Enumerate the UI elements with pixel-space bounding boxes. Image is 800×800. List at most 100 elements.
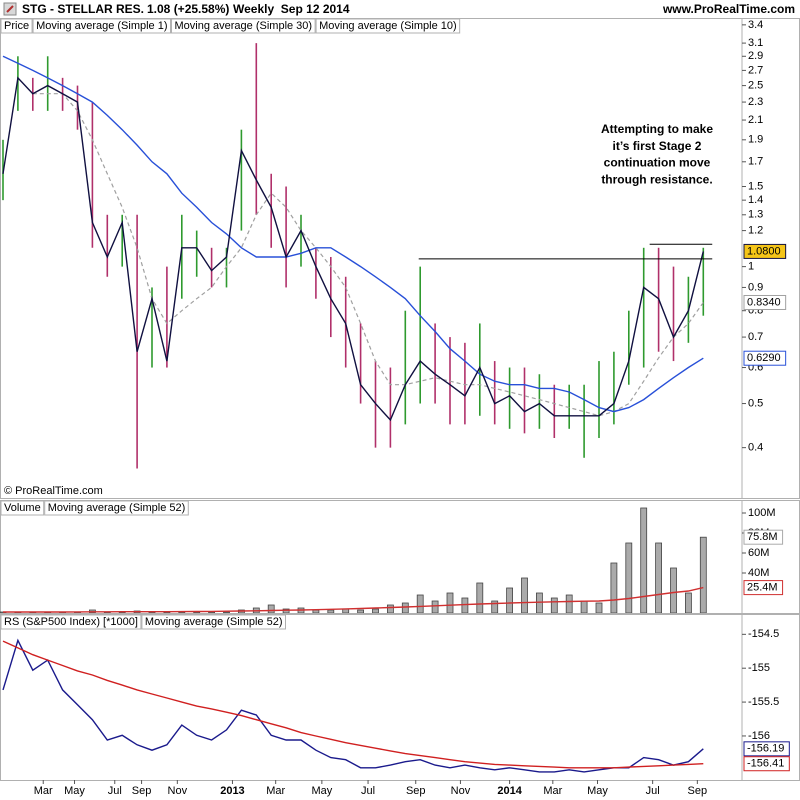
x-tick-label: Nov (168, 785, 188, 797)
site: www.ProRealTime.com (662, 2, 795, 16)
volume-bar (372, 608, 379, 613)
x-tick-label: Mar (34, 785, 53, 797)
value-label: 1.0800 (747, 245, 781, 257)
annotation: continuation move (604, 156, 711, 170)
value-label: 25.4M (747, 582, 778, 594)
volume-bar (699, 536, 707, 613)
y-tick-label: 0.5 (748, 397, 763, 409)
x-tick-label: Sep (688, 785, 708, 797)
legend-entry: Volume (4, 502, 41, 514)
series-line (2, 638, 704, 773)
legend-box (141, 614, 286, 630)
symbol-icon-arrow (6, 5, 14, 13)
legend-box (0, 614, 142, 630)
value-label-box (743, 350, 787, 366)
legend-entry: Moving average (Simple 10) (319, 20, 457, 32)
x-tick-label: Sep (406, 785, 426, 797)
value-label-box (743, 294, 787, 310)
y-tick-label: 2.3 (748, 96, 763, 108)
y-tick-label: 3.4 (748, 19, 763, 31)
y-tick-label: 2.9 (748, 50, 763, 62)
plot-area (0, 507, 707, 613)
x-tick-label: Jul (361, 785, 375, 797)
legend-entry: Moving average (Simple 52) (48, 502, 186, 514)
y-tick-label: 1.5 (748, 180, 763, 192)
value-label-box (743, 756, 790, 772)
legend-entry: Moving average (Simple 30) (175, 20, 313, 32)
legend-box (32, 18, 172, 34)
volume-bar (461, 597, 469, 613)
x-tick-label: Jul (646, 785, 660, 797)
volume-bar (550, 597, 558, 613)
y-tick-label: -155.5 (748, 696, 779, 708)
value-label-box (743, 529, 784, 545)
volume-bar (401, 602, 409, 613)
y-tick-label: 0.9 (748, 281, 763, 293)
volume-bar (446, 592, 454, 613)
volume-bar (267, 604, 275, 613)
legend-entry: Price (4, 20, 29, 32)
volume-bar (580, 600, 588, 613)
x-tick-label: Mar (266, 785, 285, 797)
legend-entry: Moving average (Simple 1) (36, 20, 167, 32)
x-tick-label: May (311, 785, 332, 797)
y-tick-label: 100M (748, 507, 776, 519)
volume-bar (536, 592, 543, 613)
symbol: STG - STELLAR RES. (22, 2, 144, 16)
x-tick-label: May (64, 785, 85, 797)
legend-box (0, 18, 33, 34)
x-tick-label: 2014 (497, 785, 522, 797)
legend-box (171, 18, 316, 34)
x-tick-label: Sep (132, 785, 152, 797)
volume-bar (416, 594, 424, 613)
legend-box (44, 500, 189, 516)
volume-bar (386, 604, 394, 613)
y-tick-label: 1.2 (748, 225, 763, 237)
y-tick-label: 0.4 (748, 442, 763, 454)
volume-bar (491, 600, 499, 613)
y-tick-label: 2.1 (748, 114, 763, 126)
annotation: it’s first Stage 2 (613, 139, 702, 153)
x-tick-label: Mar (543, 785, 562, 797)
series-line (2, 640, 704, 769)
volume-bar (476, 582, 484, 613)
volume-bar (655, 542, 662, 613)
value-label: 0.8340 (747, 296, 781, 308)
value-label: 0.6290 (747, 352, 781, 364)
y-tick-label: -156 (748, 730, 770, 742)
price-change: 1.08 (+25.58%) (147, 2, 229, 16)
y-tick-label: -154.5 (748, 628, 779, 640)
y-tick-label: 1 (748, 261, 754, 273)
value-label: 75.8M (747, 531, 778, 543)
value-label: -156.41 (747, 758, 784, 770)
copyright: © ProRealTime.com (4, 485, 103, 497)
y-tick-label: -155 (748, 662, 770, 674)
volume-bar (640, 507, 648, 613)
annotation: Attempting to make (601, 122, 713, 136)
plot-area (2, 638, 704, 773)
series-line (3, 586, 704, 613)
volume-bar (565, 594, 573, 613)
y-tick-label: 1.7 (748, 156, 763, 168)
series-line (2, 76, 704, 422)
annotation: through resistance. (601, 172, 712, 186)
series-line (2, 55, 704, 413)
y-tick-label: 1.3 (748, 209, 763, 221)
y-tick-label: 2.5 (748, 80, 763, 92)
volume-bar (670, 567, 677, 613)
legend-box (315, 18, 461, 34)
y-tick-label: 3.1 (748, 37, 763, 49)
volume-bar (685, 592, 692, 613)
volume-bar (312, 609, 320, 613)
legend-entry: RS (S&P500 Index) [*1000] (4, 616, 138, 628)
y-tick-label: 40M (748, 567, 769, 579)
x-tick-label: Nov (451, 785, 471, 797)
y-tick-label: 1.4 (748, 194, 763, 206)
volume-bar (610, 562, 618, 613)
volume-bar (282, 608, 290, 613)
volume-bar (506, 587, 514, 613)
volume-bar (223, 611, 230, 613)
x-tick-label: Jul (108, 785, 122, 797)
volume-bar (521, 577, 528, 613)
